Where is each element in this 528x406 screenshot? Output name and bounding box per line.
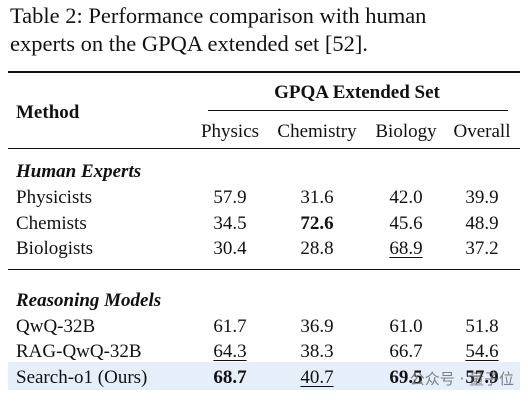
table-cell: 64.3 <box>213 341 247 362</box>
row-label: RAG-QwQ-32B <box>16 341 142 362</box>
row-label: Physicists <box>16 187 93 208</box>
column-header: Overall <box>453 121 511 142</box>
row-highlight <box>8 361 520 390</box>
header-rule <box>8 148 520 149</box>
row-label: Search-o1 (Ours) <box>16 366 148 388</box>
table-cell: 45.6 <box>389 212 423 234</box>
row-label: Biologists <box>16 238 94 259</box>
row-label: Chemists <box>16 212 87 234</box>
group-header: GPQA Extended Set <box>274 82 440 103</box>
table-cell: 30.4 <box>213 238 247 259</box>
caption-line: experts on the GPQA extended set [52]. <box>10 31 369 56</box>
column-header: Biology <box>375 121 437 142</box>
table-cell: 36.9 <box>300 315 334 337</box>
group-rule <box>208 110 508 111</box>
table-cell: 54.6 <box>465 341 499 362</box>
table-cell: 28.8 <box>300 238 334 259</box>
table-cell: 31.6 <box>300 187 334 208</box>
table-cell: 38.3 <box>300 341 334 362</box>
table-cell: 40.7 <box>300 366 334 388</box>
column-header: Chemistry <box>277 121 357 142</box>
table-cell: 61.0 <box>389 315 423 337</box>
caption-line: Table 2: Performance comparison with hum… <box>10 3 427 28</box>
section-rule <box>8 268 520 270</box>
table-cell: 57.9 <box>213 187 247 208</box>
section-title: Reasoning Models <box>16 289 162 311</box>
table-cell: 61.7 <box>213 315 247 337</box>
table-cell: 68.9 <box>389 238 423 259</box>
section-title: Human Experts <box>16 161 142 182</box>
table-cell: 72.6 <box>300 212 334 234</box>
method-header: Method <box>16 102 80 123</box>
table-cell: 69.5 <box>389 366 423 388</box>
table-cell: 39.9 <box>465 187 499 208</box>
table-cell: 57.9 <box>465 366 499 388</box>
row-label: QwQ-32B <box>16 315 96 337</box>
top-rule <box>8 71 520 73</box>
table-cell: 66.7 <box>389 341 423 362</box>
table-cell: 42.0 <box>389 187 423 208</box>
table-cell: 51.8 <box>465 315 499 337</box>
table-cell: 68.7 <box>213 366 247 388</box>
table-cell: 34.5 <box>213 212 247 234</box>
table-cell: 48.9 <box>465 212 499 234</box>
watermark: 公众号 · 量子位 <box>409 370 514 388</box>
column-header: Physics <box>200 121 260 142</box>
table-cell: 37.2 <box>465 238 499 259</box>
